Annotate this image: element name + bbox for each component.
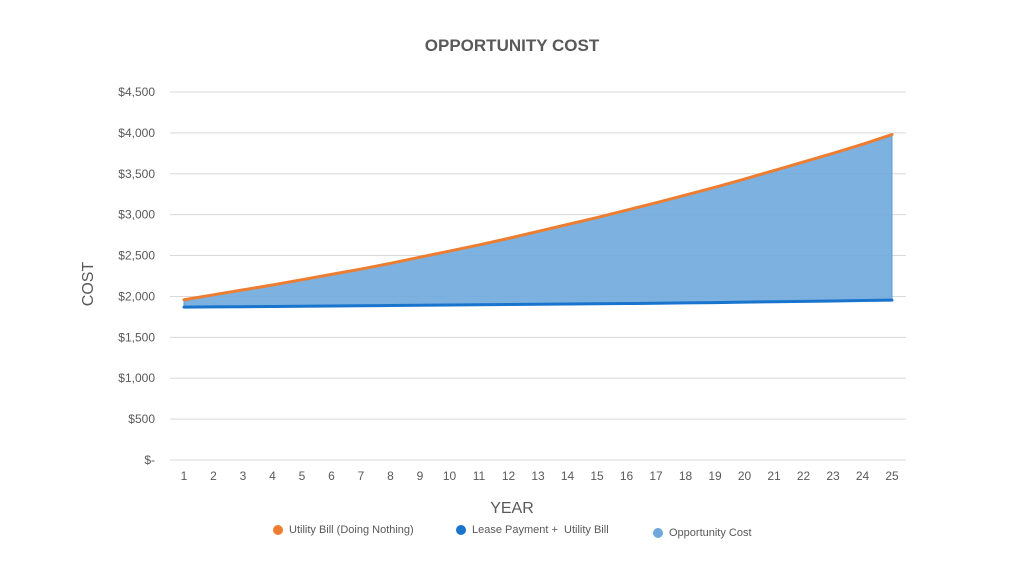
x-tick-label: 1 — [181, 469, 188, 483]
lease-payment-line — [182, 298, 894, 309]
legend-label-utility-bill: Utility Bill (Doing Nothing) — [289, 524, 414, 536]
x-tick-label: 13 — [531, 469, 545, 483]
legend-marker-utility-bill — [273, 525, 283, 535]
x-tick-label: 11 — [473, 469, 486, 483]
y-tick-label: $2,000 — [118, 289, 155, 303]
x-tick-label: 14 — [561, 469, 575, 483]
y-tick-label: $4,500 — [118, 85, 155, 99]
x-tick-label: 3 — [240, 469, 247, 483]
x-tick-label: 2 — [210, 469, 217, 483]
x-axis-label: YEAR — [490, 500, 534, 517]
x-tick-label: 15 — [590, 469, 604, 483]
x-tick-label: 20 — [738, 469, 752, 483]
chart-title: OPPORTUNITY COST — [424, 36, 600, 55]
x-tick-labels: 1 2 3 4 5 6 7 8 9 10 11 12 13 14 15 16 17 18 19 20 21 22 23 24 2… — [181, 469, 899, 483]
legend-label-lease-payment: Lease Payment + Utility Bill — [472, 524, 609, 536]
legend-item-opportunity-cost: Opportunity Cost — [653, 527, 752, 539]
x-tick-label: 19 — [708, 469, 722, 483]
utility-bill-line — [182, 133, 894, 302]
y-tick-label: $500 — [128, 412, 155, 426]
y-tick-label: $1,000 — [118, 371, 155, 385]
x-tick-label: 23 — [826, 469, 840, 483]
y-tick-label: $2,500 — [118, 249, 155, 263]
x-tick-label: 17 — [649, 469, 663, 483]
y-tick-label: $3,000 — [118, 208, 155, 222]
legend-label-opportunity-cost: Opportunity Cost — [669, 527, 752, 539]
x-tick-label: 12 — [502, 469, 516, 483]
x-tick-label: 5 — [299, 469, 306, 483]
x-tick-label: 10 — [443, 469, 457, 483]
x-tick-label: 9 — [417, 469, 424, 483]
y-tick-labels: $- $500 $1,000 $1,500 $2,000 $2,500 $3,000 $3,5… — [118, 85, 155, 467]
legend-item-lease-payment: Lease Payment + Utility Bill — [456, 524, 609, 536]
x-tick-label: 4 — [269, 469, 276, 483]
y-tick-label: $3,500 — [118, 167, 155, 181]
x-tick-label: 16 — [620, 469, 634, 483]
line-layer — [182, 133, 894, 309]
legend-marker-lease-payment — [456, 525, 466, 535]
x-tick-label: 25 — [885, 469, 899, 483]
x-tick-label: 22 — [797, 469, 811, 483]
y-tick-label: $1,500 — [118, 330, 155, 344]
legend-item-utility-bill: Utility Bill (Doing Nothing) — [273, 524, 414, 536]
x-tick-label: 6 — [328, 469, 335, 483]
y-axis-label: COST — [80, 262, 97, 307]
y-tick-label: $- — [144, 453, 155, 467]
x-tick-label: 8 — [387, 469, 394, 483]
legend-marker-opportunity-cost — [653, 528, 663, 538]
x-tick-label: 7 — [358, 469, 365, 483]
legend: Utility Bill (Doing Nothing) Lease Payme… — [0, 524, 1024, 544]
x-tick-label: 21 — [767, 469, 781, 483]
y-tick-label: $4,000 — [118, 126, 155, 140]
x-tick-label: 24 — [856, 469, 870, 483]
x-tick-label: 18 — [679, 469, 693, 483]
